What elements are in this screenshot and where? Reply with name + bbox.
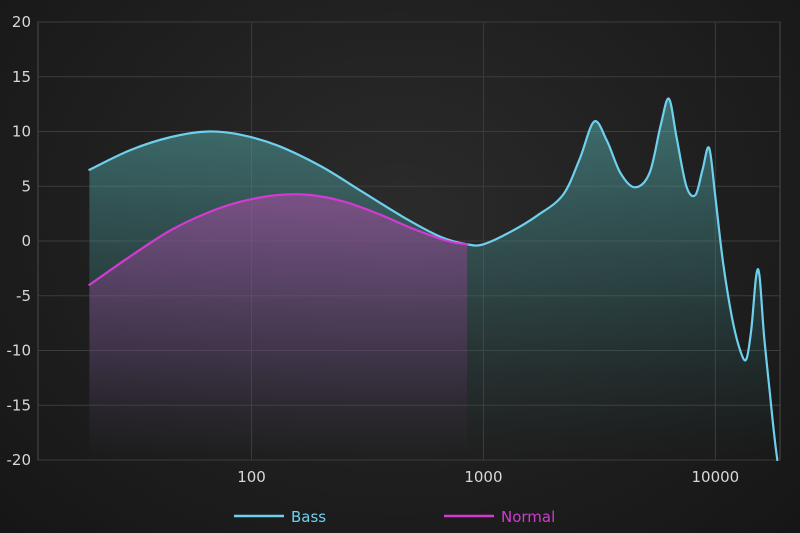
series-lines (88, 97, 779, 462)
series-area-normal (89, 194, 468, 460)
y-tick-label: -20 (7, 451, 32, 469)
y-tick-label: 0 (21, 232, 31, 250)
series-line-bass (88, 97, 779, 462)
x-tick-label: 1000 (464, 468, 502, 486)
x-tick-label: 10000 (691, 468, 739, 486)
y-tick-label: -15 (7, 396, 32, 414)
y-tick-label: 5 (21, 177, 31, 195)
legend-item-normal: Normal (444, 508, 555, 526)
legend-label: Bass (291, 508, 326, 526)
x-axis-ticks: 100 1000 10000 (237, 468, 739, 486)
series-line-normal (88, 193, 469, 286)
x-tick-label: 100 (237, 468, 266, 486)
legend-item-bass: Bass (234, 508, 326, 526)
series-areas (89, 98, 778, 461)
y-tick-label: 10 (12, 123, 31, 141)
legend: Bass Normal (234, 508, 555, 526)
legend-label: Normal (501, 508, 555, 526)
y-tick-label: 20 (12, 13, 31, 31)
y-tick-label: -5 (16, 287, 31, 305)
y-tick-label: -10 (7, 342, 32, 360)
y-axis-ticks: 20 15 10 5 0 -5 -10 -15 -20 (7, 13, 32, 469)
y-tick-label: 15 (12, 68, 31, 86)
